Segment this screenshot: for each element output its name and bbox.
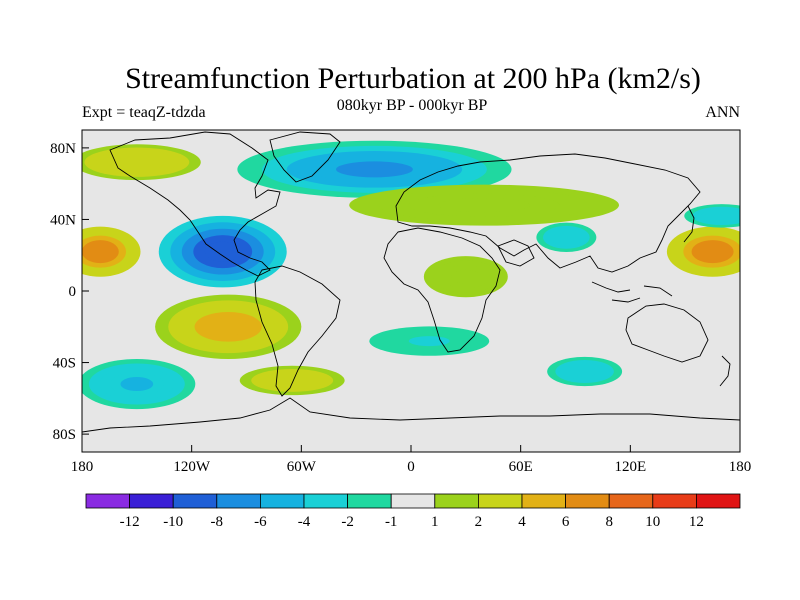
anomaly-positive-west-africa (423, 256, 508, 298)
coastline-antarctica (82, 397, 740, 433)
anomaly-positive-alaska (82, 144, 201, 181)
colorbar-swatch (434, 493, 479, 509)
axes: 180 120W 60W 0 60E 120E 180 80N 40N 0 40S 80S (50, 141, 751, 475)
anomaly-negative-arabian-sea (536, 222, 597, 253)
colorbar-label: -6 (254, 514, 267, 530)
colorbar-label: 2 (475, 514, 483, 530)
colorbar-swatch (347, 493, 392, 509)
colorbar: -12 -10 -8 -6 -4 -2 -1 1 2 4 6 8 10 12 (85, 493, 741, 530)
colorbar-swatch (129, 493, 174, 509)
colorbar-label: 6 (562, 514, 570, 530)
colorbar-swatch (303, 493, 348, 509)
anomaly-positive-south-atlantic-level-5 (274, 375, 311, 386)
colorbar-label: -12 (120, 514, 140, 530)
anomaly-negative-north-atlantic (237, 140, 512, 198)
x-tick-label: 60W (287, 459, 317, 475)
anomaly-negative-south-pacific-level-5 (120, 377, 154, 392)
colorbar-swatch (216, 493, 261, 509)
y-tick-label: 40S (53, 356, 76, 372)
anomaly-negative-central-america (158, 215, 287, 288)
colorbar-swatch (521, 493, 566, 509)
colorbar-swatch (652, 493, 697, 509)
anomaly-negative-south-africa (369, 326, 490, 356)
anomaly-positive-alaska-level-5 (118, 157, 155, 168)
anomaly-positive-north-pacific-west-level-5 (699, 244, 726, 259)
x-tick-label: 60E (509, 459, 533, 475)
x-tick-label: 0 (407, 459, 415, 475)
coastline-australia (625, 303, 709, 363)
anomaly-positive-west-africa-level-5 (451, 269, 481, 284)
anomaly-negative-indian-ocean (547, 356, 623, 387)
chart-title: Streamfunction Perturbation at 200 hPa (… (125, 62, 701, 95)
x-tick-label: 180 (729, 459, 752, 475)
colorbar-label: -4 (298, 514, 311, 530)
colorbar-swatch (608, 493, 654, 509)
anomaly-negative-west-pacific-level-5 (708, 211, 735, 220)
colorbar-swatch (172, 493, 218, 509)
anomaly-positive-eurasia (349, 184, 620, 226)
subtitle-center: 080kyr BP - 000kyr BP (337, 97, 488, 114)
colorbar-label: 12 (689, 514, 704, 530)
anomaly-negative-north-atlantic-level-5 (336, 161, 413, 178)
coastlines (82, 131, 740, 433)
y-tick-label: 80N (50, 141, 76, 157)
colorbar-label: -8 (211, 514, 224, 530)
subtitle-right: ANN (705, 104, 740, 121)
colorbar-label: -10 (163, 514, 183, 530)
subtitle-left: Expt = teaqZ-tdzda (82, 104, 206, 121)
colorbar-label: 10 (645, 514, 660, 530)
colorbar-swatch (85, 493, 130, 509)
anomaly-negative-central-america-level-5 (204, 241, 241, 262)
y-tick-label: 80S (53, 427, 76, 443)
coastline-africa (383, 227, 501, 353)
anomaly-negative-indian-ocean-level-5 (571, 366, 598, 377)
coastline-south-america (254, 265, 341, 397)
anomaly-positive-north-pacific-east-level-5 (89, 244, 112, 259)
anomaly-positive-south-atlantic (239, 365, 345, 396)
anomaly-negative-south-pacific (82, 358, 196, 410)
colorbar-swatch (696, 493, 741, 509)
anomaly-positive-eurasia-level-5 (438, 198, 531, 213)
coastline-north-america (109, 131, 281, 277)
colorbar-swatch (390, 493, 436, 509)
coastline-new-zealand (719, 355, 731, 387)
colorbar-label: 8 (605, 514, 613, 530)
colorbar-swatch (565, 493, 610, 509)
anomaly-positive-south-america (155, 294, 302, 359)
colorbar-label: -2 (341, 514, 354, 530)
coastline-arabia (497, 239, 535, 267)
coastline-indonesia (591, 281, 673, 303)
anomaly-negative-arabian-sea-level-5 (556, 232, 577, 243)
y-tick-label: 40N (50, 212, 76, 228)
anomaly-negative-south-africa-level-5 (408, 336, 450, 347)
anomaly-positive-north-pacific-west (666, 226, 740, 277)
coastline-greenland (269, 131, 341, 183)
colorbar-swatch (477, 493, 523, 509)
colorbar-label: -1 (385, 514, 398, 530)
colorbar-swatch (259, 493, 305, 509)
anomaly-negative-west-pacific (684, 204, 740, 228)
colorbar-label: 4 (518, 514, 526, 530)
y-tick-label: 0 (69, 284, 77, 300)
map-panel: 180 120W 60W 0 60E 120E 180 80N 40N 0 40S 80S (50, 129, 751, 475)
coastline-japan (683, 205, 695, 243)
anomaly-layer (82, 140, 740, 410)
anomaly-positive-south-america-level-5 (207, 317, 249, 336)
x-tick-label: 120E (614, 459, 646, 475)
anomaly-positive-north-pacific-east (82, 226, 141, 277)
coastline-eurasia (395, 153, 701, 273)
x-tick-label: 120W (173, 459, 211, 475)
x-tick-label: 180 (71, 459, 94, 475)
colorbar-label: 1 (431, 514, 439, 530)
